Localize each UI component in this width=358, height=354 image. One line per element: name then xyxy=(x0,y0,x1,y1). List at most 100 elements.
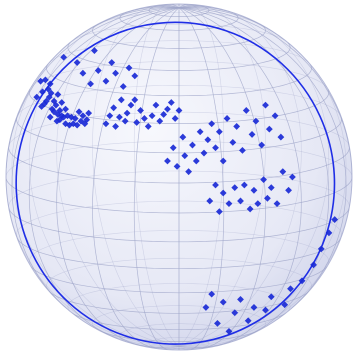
parallel-back xyxy=(71,24,287,42)
data-point xyxy=(237,197,244,205)
data-point xyxy=(208,120,216,128)
data-point xyxy=(233,123,241,130)
parallel xyxy=(16,117,342,154)
data-point xyxy=(85,109,93,117)
data-point xyxy=(325,229,333,237)
data-point xyxy=(42,97,50,105)
data-point xyxy=(225,200,233,208)
data-point xyxy=(185,168,193,176)
data-point xyxy=(73,121,81,129)
data-point xyxy=(240,181,248,189)
data-point xyxy=(219,189,227,197)
meridian xyxy=(56,7,180,347)
data-point xyxy=(160,111,168,118)
data-point xyxy=(144,123,152,130)
data-point xyxy=(121,117,129,125)
data-point xyxy=(231,309,239,317)
parallel xyxy=(8,208,350,243)
data-point xyxy=(285,186,292,194)
data-point xyxy=(60,113,68,121)
data-point xyxy=(310,261,317,269)
data-point xyxy=(106,112,114,120)
great-circle xyxy=(15,21,336,345)
data-point xyxy=(102,120,110,128)
meridian xyxy=(178,7,302,347)
meridian-back xyxy=(178,7,302,347)
data-point xyxy=(279,168,287,176)
data-point xyxy=(46,113,54,121)
data-point xyxy=(46,80,54,88)
data-point xyxy=(196,128,204,136)
data-point xyxy=(116,113,123,121)
data-point xyxy=(79,112,87,120)
data-point xyxy=(181,152,189,160)
data-point xyxy=(141,115,148,122)
parallel xyxy=(49,291,309,314)
data-point xyxy=(148,112,156,120)
data-point xyxy=(87,80,94,88)
data-point xyxy=(260,176,267,184)
data-point xyxy=(125,64,133,72)
parallel xyxy=(30,266,328,294)
data-point xyxy=(229,139,237,146)
data-point xyxy=(252,117,260,125)
meridian xyxy=(133,7,180,350)
data-point xyxy=(56,107,64,114)
data-point xyxy=(39,88,46,96)
data-point xyxy=(75,108,83,116)
data-point xyxy=(69,120,77,128)
data-point xyxy=(215,128,223,136)
data-point xyxy=(175,107,183,114)
data-point xyxy=(91,47,98,54)
data-point xyxy=(331,216,339,223)
data-point xyxy=(131,96,139,104)
data-point xyxy=(265,125,273,133)
meridian xyxy=(178,7,225,350)
meridian xyxy=(147,5,180,9)
data-point xyxy=(71,115,79,122)
data-point xyxy=(112,123,119,130)
data-point xyxy=(214,319,221,327)
data-point xyxy=(200,149,208,157)
data-point xyxy=(171,115,179,122)
data-point xyxy=(67,113,75,121)
parallel xyxy=(8,147,350,184)
data-point xyxy=(44,85,52,93)
data-point xyxy=(225,327,233,335)
data-point xyxy=(117,96,125,104)
data-point xyxy=(179,133,187,141)
data-point xyxy=(52,101,60,109)
data-point xyxy=(123,109,131,117)
parallel xyxy=(130,342,228,349)
data-point xyxy=(42,76,49,84)
data-point xyxy=(94,67,102,74)
data-point xyxy=(127,101,135,109)
data-point xyxy=(50,108,58,116)
data-point xyxy=(250,304,258,311)
parallel-back xyxy=(46,257,312,291)
data-point xyxy=(164,157,171,165)
data-point xyxy=(189,141,196,149)
data-point xyxy=(242,107,250,114)
meridian xyxy=(11,7,180,310)
parallel xyxy=(67,42,291,71)
parallel-back xyxy=(6,140,352,178)
data-point xyxy=(289,173,296,181)
data-point xyxy=(281,301,289,309)
data-point xyxy=(47,89,55,97)
data-point xyxy=(73,59,81,66)
data-point xyxy=(248,131,256,138)
data-point xyxy=(215,208,223,215)
data-point xyxy=(60,53,68,61)
data-point xyxy=(317,245,325,253)
meridian xyxy=(73,7,180,40)
data-point xyxy=(239,146,246,154)
data-point xyxy=(56,116,64,124)
meridian-back xyxy=(178,345,189,350)
meridian-back xyxy=(178,14,330,347)
data-point xyxy=(231,184,239,192)
data-point xyxy=(212,181,219,189)
data-point xyxy=(137,107,144,114)
data-point xyxy=(204,136,212,144)
data-point xyxy=(277,133,285,141)
